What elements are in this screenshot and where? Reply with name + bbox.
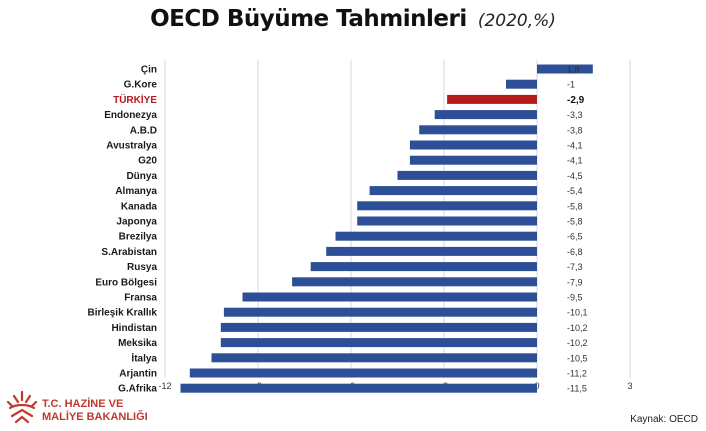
value-label: -7,9 [567,277,583,287]
category-label: G.Kore [124,80,158,91]
value-label: -4,1 [567,141,583,151]
value-label: -5,8 [567,217,583,227]
category-label: Rusya [127,262,157,273]
bar [537,64,593,74]
category-label: Birleşik Krallık [88,308,158,319]
value-label: -11,2 [567,369,587,379]
category-label: Arjantin [119,369,157,380]
value-label: -7,3 [567,262,583,272]
category-label: Brezilya [119,232,158,243]
category-label: Avustralya [106,141,157,152]
category-label-highlight: TÜRKİYE [113,93,157,106]
value-label: -4,5 [567,171,583,181]
value-label: -10,2 [567,338,588,348]
category-label: İtalya [131,351,157,364]
category-label: Kanada [121,201,158,212]
value-label-highlight: -2,9 [567,95,585,106]
bar [223,307,537,317]
bar [180,383,537,393]
category-label: Çin [141,65,157,76]
category-label: Dünya [126,171,157,182]
bar [242,292,537,302]
bar [220,338,538,348]
value-label: -5,8 [567,201,583,211]
value-label: -4,1 [567,156,583,166]
value-label: -10,2 [567,323,588,333]
category-label: Endonezya [104,110,157,121]
bar [409,140,537,150]
x-tick-label: -12 [158,381,171,391]
value-label: -3,8 [567,125,583,135]
category-label: Hindistan [111,323,157,334]
value-label: -10,5 [567,353,588,363]
category-label: A.B.D [130,125,157,136]
category-label: G.Afrika [118,384,157,395]
category-label: Euro Bölgesi [95,277,157,288]
chart-title: OECD Büyüme Tahminleri [150,6,467,32]
bar [335,231,537,241]
x-tick-label: 3 [627,381,632,391]
category-label: Meksika [118,338,157,349]
value-label: -3,3 [567,110,583,120]
value-label: 1,8 [567,65,580,75]
chart-subtitle: (2020,%) [477,11,556,31]
value-label: -9,5 [567,293,583,303]
bar [409,155,537,165]
bar [326,246,537,256]
bar [397,170,537,180]
value-label: -5,4 [567,186,583,196]
bar [220,322,538,332]
category-label: S.Arabistan [101,247,157,258]
category-label: Japonya [116,217,157,228]
category-label: Fransa [124,293,157,304]
value-label: -6,5 [567,232,583,242]
bar [211,353,537,363]
bar-highlight [447,94,537,104]
organization-name-line2: MALİYE BAKANLIĞI [42,411,148,423]
bar [369,186,537,196]
bar [292,277,537,287]
category-label: Almanya [115,186,157,197]
bar [357,216,537,226]
bar [419,125,537,135]
bar [189,368,538,378]
value-label: -1 [567,80,575,90]
bar [506,79,537,89]
value-label: -11,5 [567,384,587,394]
organization-name: T.C. HAZİNE VE MALİYE BAKANLIĞI [42,398,148,424]
value-label: -6,8 [567,247,583,257]
ministry-logo-icon [6,390,38,424]
chart-title-block: OECD Büyüme Tahminleri (2020,%) [0,6,706,32]
bar [357,201,537,211]
bar [434,110,537,120]
category-label: G20 [138,156,157,167]
source-note: Kaynak: OECD [630,414,698,425]
organization-name-line1: T.C. HAZİNE VE [42,398,124,410]
value-label: -10,1 [567,308,588,318]
bar [310,262,537,272]
